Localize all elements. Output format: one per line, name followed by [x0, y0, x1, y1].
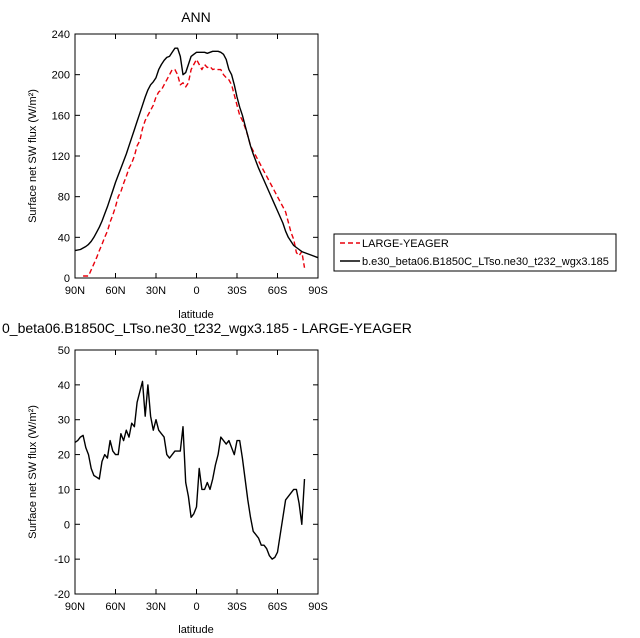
bottom-y-tick-label: 30 — [58, 415, 70, 427]
top-x-axis-label: latitude — [178, 309, 213, 321]
legend-label-large-yeager: LARGE-YEAGER — [362, 238, 449, 250]
top-series-lines — [74, 47, 319, 277]
bottom-y-tick-label: 40 — [58, 380, 70, 392]
top-y-tick-label: 200 — [52, 70, 70, 82]
bottom-panel: 0_beta06.B1850C_LTso.ne30_t232_wgx3.185 … — [2, 320, 412, 636]
bottom-x-tick-label: 60N — [105, 601, 125, 613]
legend: LARGE-YEAGER b.e30_beta06.B1850C_LTso.ne… — [333, 233, 617, 272]
bottom-y-tick-label: 0 — [64, 519, 70, 531]
bottom-x-tick-label: 90S — [308, 601, 328, 613]
bottom-x-tick-label: 30N — [146, 601, 166, 613]
top-title: ANN — [181, 9, 211, 25]
bottom-y-tick-label: -20 — [54, 589, 70, 601]
top-x-tick-label: 90S — [308, 285, 328, 297]
legend-label-model: b.e30_beta06.B1850C_LTso.ne30_t232_wgx3.… — [362, 256, 609, 268]
bottom-series-lines — [74, 380, 306, 560]
top-x-tick-label: 30S — [227, 285, 247, 297]
bottom-x-axis: 90N 60N 30N 0 30S 60S 90S — [65, 350, 328, 613]
top-plot-frame — [74, 33, 319, 279]
bottom-title: 0_beta06.B1850C_LTso.ne30_t232_wgx3.185 … — [2, 320, 412, 336]
top-x-tick-label: 90N — [65, 285, 85, 297]
top-y-tick-label: 240 — [52, 29, 70, 41]
bottom-x-tick-label: 30S — [227, 601, 247, 613]
bottom-y-tick-label: 20 — [58, 450, 70, 462]
top-y-axis-label: Surface net SW flux (W/m²) — [27, 89, 39, 223]
bottom-y-tick-label: 10 — [58, 484, 70, 496]
top-y-tick-label: 0 — [64, 273, 70, 285]
legend-box — [333, 233, 617, 272]
top-x-tick-label: 0 — [193, 285, 199, 297]
top-x-tick-label: 60N — [105, 285, 125, 297]
bottom-y-tick-label: 50 — [58, 345, 70, 357]
top-series-line-1 — [74, 47, 319, 259]
top-y-tick-label: 120 — [52, 151, 70, 163]
top-x-tick-label: 30N — [146, 285, 166, 297]
top-y-tick-label: 160 — [52, 110, 70, 122]
top-x-tick-label: 60S — [268, 285, 288, 297]
bottom-x-tick-label: 90N — [65, 601, 85, 613]
bottom-x-tick-label: 0 — [193, 601, 199, 613]
top-series-line-0 — [83, 58, 306, 277]
bottom-x-tick-label: 60S — [268, 601, 288, 613]
bottom-series-line-0 — [74, 380, 306, 560]
bottom-x-axis-label: latitude — [178, 624, 213, 636]
top-y-tick-label: 80 — [58, 192, 70, 204]
bottom-y-axis-label: Surface net SW flux (W/m²) — [27, 405, 39, 539]
top-x-axis: 90N 60N 30N 0 30S 60S 90S — [65, 34, 328, 297]
bottom-plot-frame — [74, 349, 319, 595]
bottom-y-axis: -20 -10 0 10 20 30 40 50 — [54, 345, 318, 601]
top-y-tick-label: 40 — [58, 232, 70, 244]
top-y-axis: 0 40 80 120 160 200 240 — [52, 29, 318, 285]
bottom-y-tick-label: -10 — [54, 554, 70, 566]
